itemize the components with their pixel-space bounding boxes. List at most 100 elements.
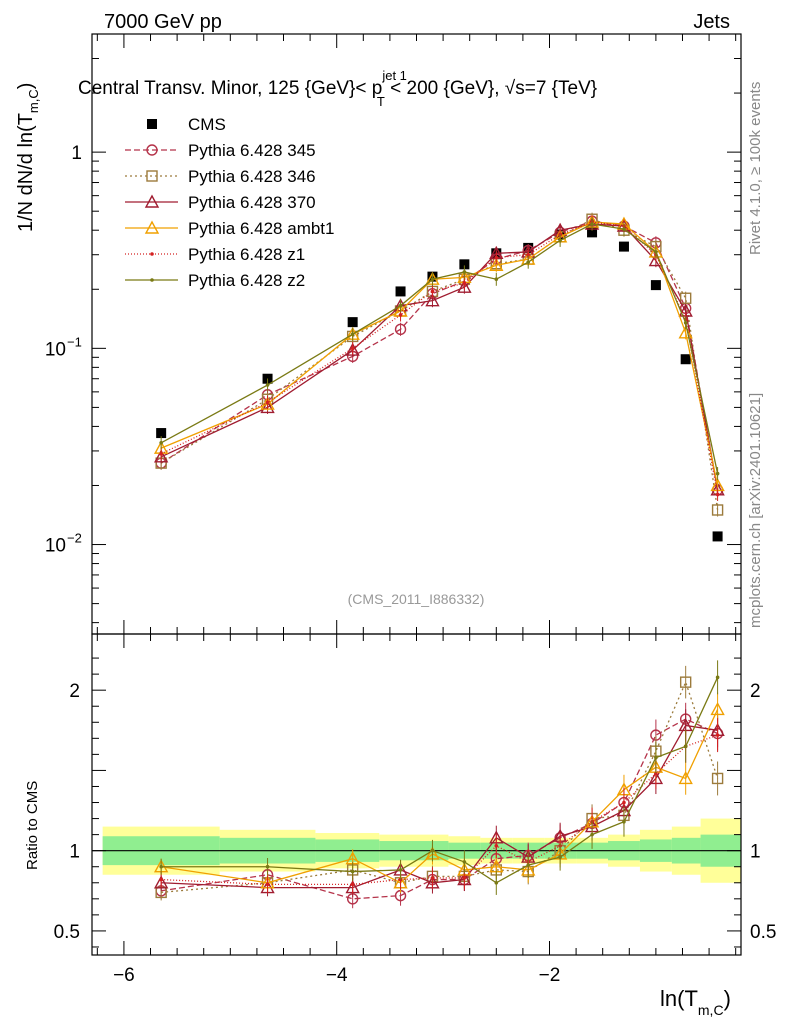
data-point-pythia-6-428-z2: [398, 303, 403, 308]
data-point-pythia-6-428-370: [457, 279, 472, 293]
data-point-cms: [395, 286, 406, 297]
ratio-point-pythia-6-428-z1: [622, 800, 626, 805]
ratio-panel-series: [153, 660, 725, 909]
legend: CMS Pythia 6.428 345 Pythia 6.428 346 Pythi…: [125, 115, 334, 290]
data-point-pythia-6-428-z2: [622, 227, 626, 231]
legend-marker-cms: [147, 119, 157, 129]
legend-label-pythia-6-428-z2: Pythia 6.428 z2: [188, 271, 305, 290]
plot-title: Central Transv. Minor, 125 {GeV}< pjet 1…: [78, 68, 597, 109]
legend-label-pythia-6-428-ambt1: Pythia 6.428 ambt1: [188, 219, 334, 238]
data-point-cms: [459, 259, 470, 270]
ratio-point-pythia-6-428-346: [711, 772, 724, 785]
data-point-pythia-6-428-z2: [494, 277, 499, 282]
plot-title-part3: =7 {TeV}: [525, 78, 597, 99]
data-point-pythia-6-428-z2: [430, 277, 435, 282]
series-line-pythia-6-428-345: [160, 220, 719, 490]
header-right: Jets: [693, 11, 730, 33]
ratio-point-pythia-6-428-z1: [654, 771, 658, 776]
data-point-pythia-6-428-370: [153, 449, 169, 463]
y-tick-label-main: 10: [45, 339, 66, 360]
plot-title-part1: Central Transv. Minor, 125 {GeV}< p: [78, 78, 382, 99]
data-point-pythia-6-428-z2: [526, 260, 531, 264]
legend-marker-pythia-6-428-370: [144, 194, 160, 208]
series-line-pythia-6-428-z1: [160, 221, 719, 495]
legend-marker-pythia-6-428-ambt1: [144, 220, 160, 234]
data-point-cms: [618, 241, 629, 252]
ratio-line-pythia-6-428-345: [161, 718, 718, 900]
data-point-pythia-6-428-346: [711, 504, 724, 516]
legend-marker-pythia-6-428-346: [146, 170, 158, 182]
header-left: 7000 GeV pp: [104, 11, 222, 33]
ratio-point-pythia-6-428-z2: [462, 860, 467, 864]
data-point-pythia-6-428-z2: [654, 250, 658, 254]
main-panel-series: [153, 212, 725, 542]
ratio-point-pythia-6-428-z2: [654, 755, 658, 760]
data-point-pythia-6-428-z1: [159, 452, 163, 456]
ratio-uncertainty-bands: [92, 818, 741, 883]
x-axis-label-text: ln(T: [660, 986, 698, 1011]
data-point-cms: [712, 531, 723, 542]
main-ylabel-sub: m,C: [26, 89, 41, 113]
data-point-cms: [680, 354, 691, 365]
data-point-pythia-6-428-345: [394, 323, 407, 336]
legend-label-pythia-6-428-370: Pythia 6.428 370: [188, 193, 316, 212]
data-point-pythia-6-428-z2: [558, 238, 562, 243]
legend-marker-pythia-6-428-z1: [150, 252, 154, 256]
data-point-pythia-6-428-z1: [350, 346, 355, 351]
legend-label-pythia-6-428-346: Pythia 6.428 346: [188, 167, 316, 186]
ratio-line-pythia-6-428-346: [161, 680, 719, 894]
ratio-point-pythia-6-428-z2: [558, 855, 562, 859]
y-tick-label-main: 1: [71, 143, 82, 164]
data-point-cms: [156, 428, 167, 439]
ratio-point-pythia-6-428-z2: [398, 868, 403, 872]
y-tick-label-exponent: −2: [67, 531, 82, 546]
ratio-point-pythia-6-428-z2: [265, 864, 270, 869]
y-tick-label-ratio-right: 2: [750, 681, 761, 702]
data-point-pythia-6-428-z1: [715, 492, 720, 497]
data-point-cms: [650, 280, 661, 291]
data-point-pythia-6-428-z2: [683, 320, 688, 325]
ratio-point-pythia-6-428-z2: [526, 863, 531, 867]
data-point-pythia-6-428-z1: [462, 281, 467, 285]
x-tick-label: −4: [326, 965, 348, 986]
plot-title-sub: T: [377, 94, 385, 109]
ratio-point-pythia-6-428-ambt1: [710, 701, 725, 716]
x-axis-label: ln(Tm,C): [660, 986, 731, 1018]
legend-label-pythia-6-428-345: Pythia 6.428 345: [188, 141, 316, 160]
series-line-pythia-6-428-ambt1: [160, 221, 719, 486]
legend-marker-pythia-6-428-z2: [150, 278, 154, 282]
y-tick-label-main: 10: [45, 536, 66, 557]
ratio-panel-frame: [91, 633, 742, 956]
mcplots-label: mcplots.cern.ch [arXiv:2401.10621]: [747, 393, 764, 628]
ratio-point-pythia-6-428-z1: [715, 733, 720, 737]
ratio-point-pythia-6-428-z1: [462, 876, 467, 880]
ratio-point-pythia-6-428-z1: [430, 876, 435, 880]
x-tick-label: −6: [113, 965, 135, 986]
ratio-ylabel: Ratio to CMS: [24, 781, 41, 870]
ratio-point-pythia-6-428-z1: [494, 844, 499, 848]
data-point-pythia-6-428-370: [345, 342, 360, 356]
ratio-point-pythia-6-428-z1: [350, 882, 355, 887]
y-tick-label-ratio: 2: [69, 681, 80, 702]
y-tick-label-ratio: 1: [69, 842, 80, 863]
ratio-point-pythia-6-428-ambt1: [678, 770, 693, 785]
data-point-pythia-6-428-z1: [265, 400, 270, 405]
y-tick-label-ratio-right: 1: [750, 842, 761, 863]
ratio-point-pythia-6-428-z2: [715, 675, 720, 680]
data-point-pythia-6-428-346: [679, 292, 692, 304]
data-point-pythia-6-428-z1: [398, 313, 403, 317]
ratio-point-pythia-6-428-z2: [350, 869, 355, 874]
ratio-point-pythia-6-428-z2: [590, 832, 594, 837]
x-axis-label-close: ): [724, 986, 731, 1011]
x-axis-label-sub: m,C: [698, 1002, 724, 1018]
ratio-point-pythia-6-428-z2: [622, 819, 626, 824]
main-ylabel-text: 1/N dN/d ln(T: [15, 113, 37, 232]
ratio-line-pythia-6-428-z1: [161, 734, 718, 886]
analysis-watermark: (CMS_2011_I886332): [348, 591, 485, 607]
plot-title-sup: jet 1: [381, 68, 407, 83]
rivet-label: Rivet 4.1.0, ≥ 100k events: [747, 82, 764, 255]
ratio-point-pythia-6-428-z2: [159, 864, 163, 869]
data-point-pythia-6-428-z2: [350, 332, 355, 337]
main-ylabel: 1/N dN/d ln(Tm,C): [15, 83, 41, 232]
